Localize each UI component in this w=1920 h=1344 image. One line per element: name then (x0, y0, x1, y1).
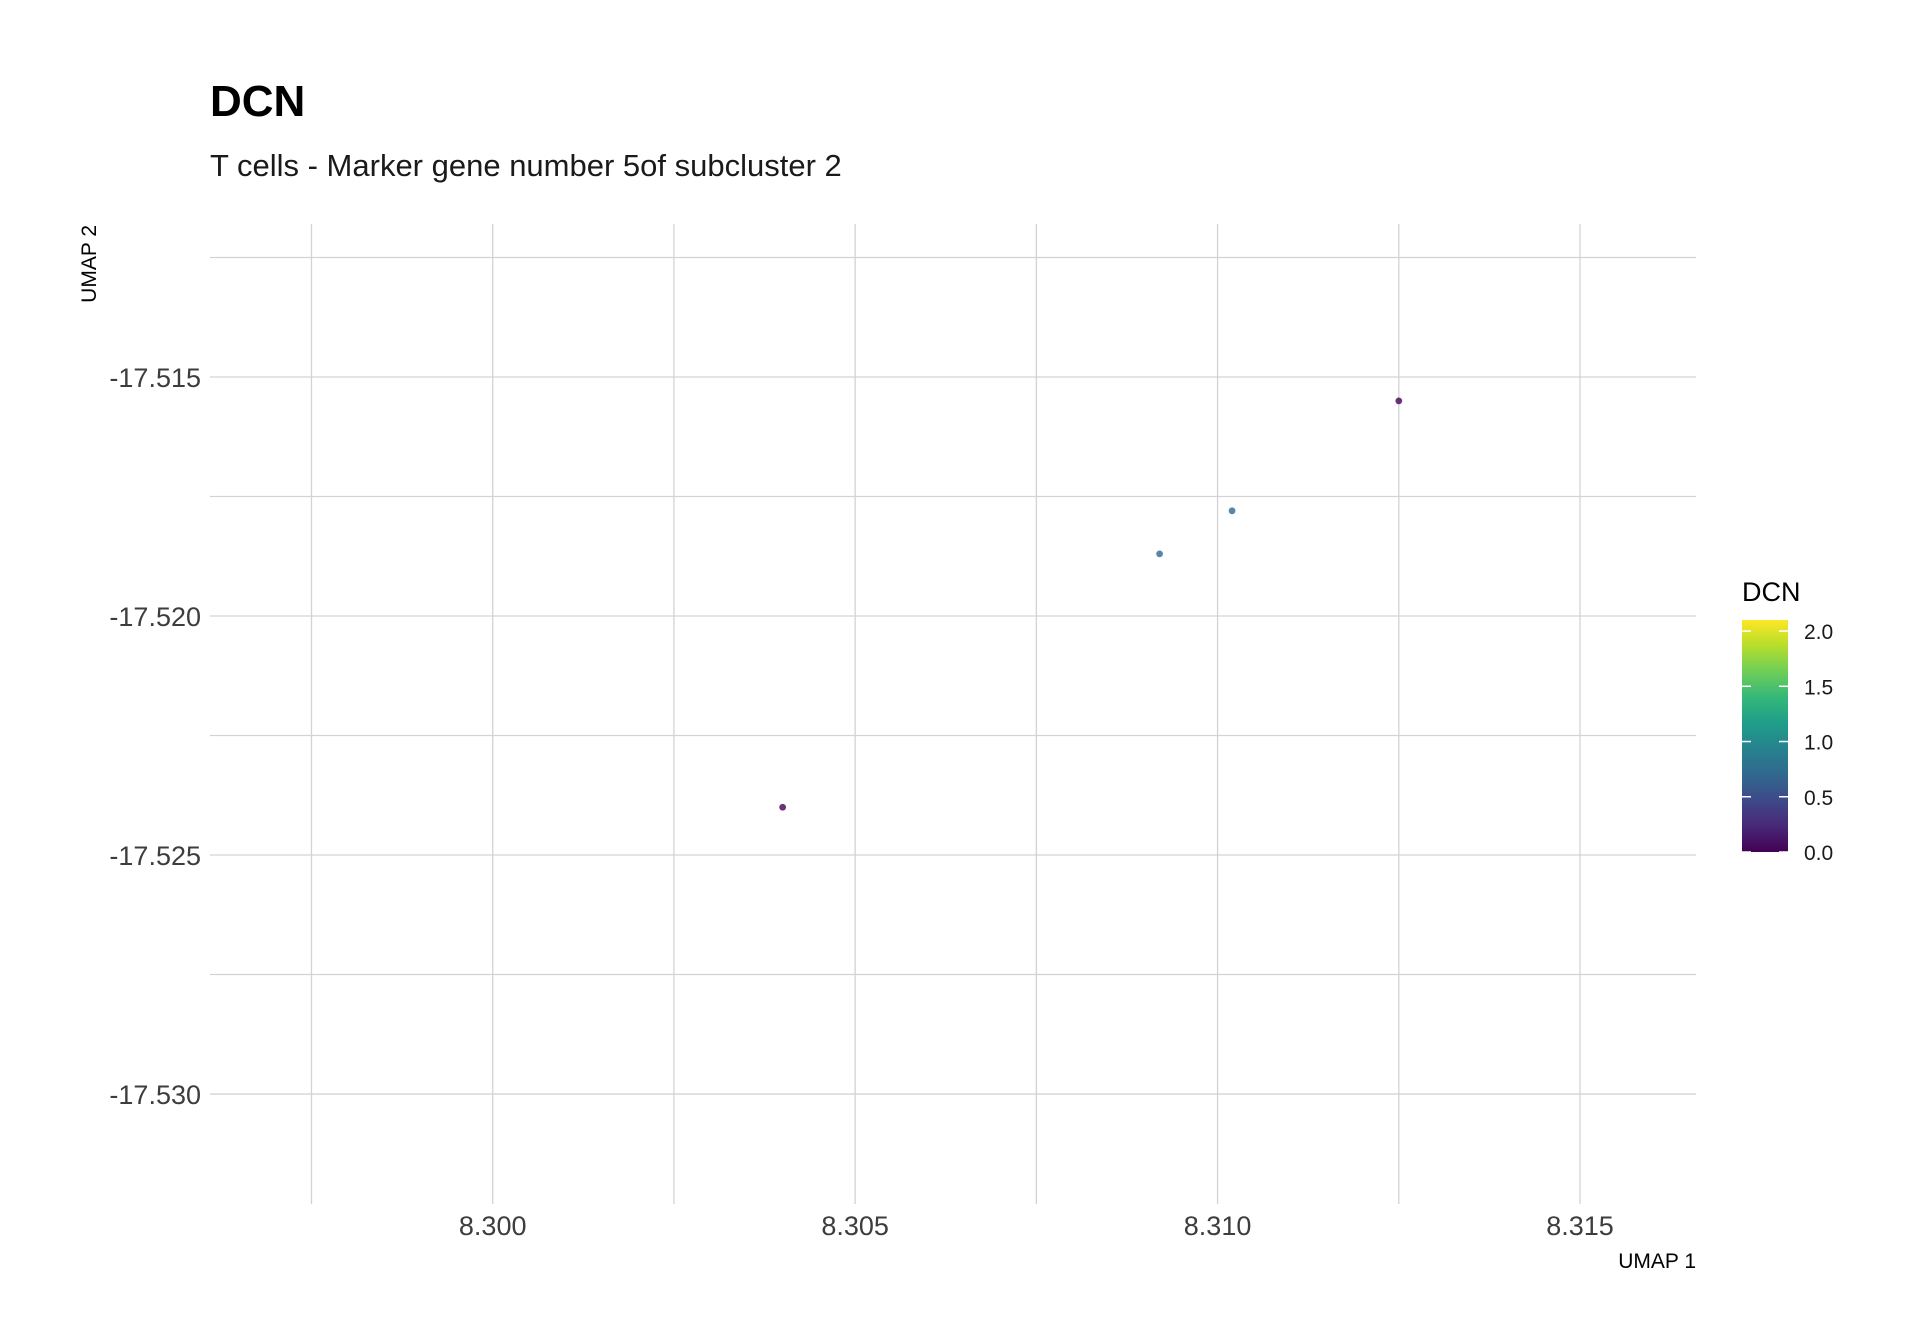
legend-tick-label: 0.5 (1804, 787, 1833, 810)
x-axis-title: UMAP 1 (1618, 1250, 1696, 1273)
data-point (779, 803, 787, 811)
y-tick-label: -17.530 (109, 1080, 201, 1110)
y-axis-ticks: -17.515 -17.520 -17.525 -17.530 (109, 363, 201, 1110)
chart-title: DCN (210, 77, 305, 126)
x-tick-label: 8.310 (1184, 1211, 1252, 1241)
legend-tick-label: 2.0 (1804, 621, 1833, 644)
legend-tick-label: 1.5 (1804, 676, 1833, 699)
x-tick-label: 8.315 (1546, 1211, 1614, 1241)
color-legend: DCN 0.0 0.5 1.0 1.5 2.0 (1742, 577, 1833, 865)
legend-title: DCN (1742, 577, 1801, 607)
x-tick-label: 8.305 (821, 1211, 889, 1241)
data-point (1228, 507, 1236, 515)
y-axis-title: UMAP 2 (78, 225, 101, 303)
legend-tick-label: 0.0 (1804, 842, 1833, 865)
chart-subtitle: T cells - Marker gene number 5of subclus… (210, 148, 842, 183)
x-tick-label: 8.300 (459, 1211, 527, 1241)
x-axis-ticks: 8.300 8.305 8.310 8.315 (459, 1211, 1614, 1241)
grid-lines (210, 224, 1696, 1204)
legend-tick-label: 1.0 (1804, 732, 1833, 755)
data-point (1156, 550, 1163, 558)
legend-ticks: 0.0 0.5 1.0 1.5 2.0 (1742, 621, 1833, 865)
data-points (779, 397, 1403, 811)
data-point (1395, 397, 1403, 405)
y-tick-label: -17.515 (109, 363, 201, 393)
legend-colorbar (1742, 620, 1788, 852)
y-tick-label: -17.525 (109, 841, 201, 871)
y-tick-label: -17.520 (109, 602, 201, 632)
